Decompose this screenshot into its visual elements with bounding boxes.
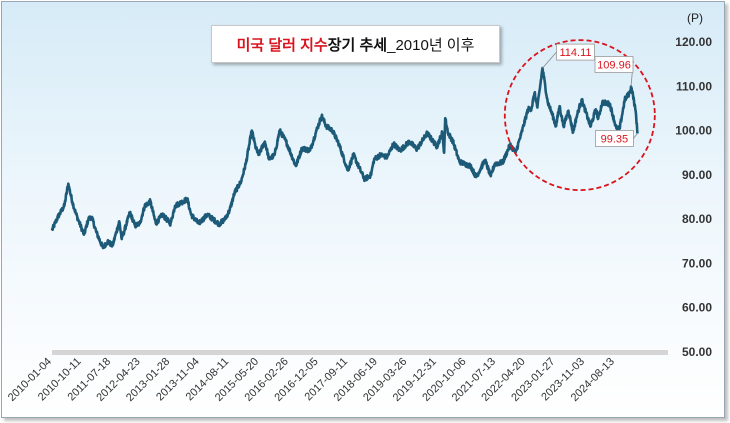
annotation-box xyxy=(594,56,634,73)
x-axis-baseline xyxy=(52,350,668,355)
series-line xyxy=(50,66,639,250)
annotation-box xyxy=(595,130,634,147)
annotation-callout: 99.35 xyxy=(595,130,638,147)
x-axis-band xyxy=(52,350,668,355)
y-tick-label: 110.00 xyxy=(676,79,712,93)
annotation-label: 114.11 xyxy=(559,47,591,59)
title-suffix: _2010년 이후 xyxy=(387,36,475,54)
y-tick-label: 120.00 xyxy=(675,35,712,49)
annotations-group: 114.11 109.96 99.35 xyxy=(542,43,638,147)
annotation-label: 99.35 xyxy=(601,134,629,146)
series-group xyxy=(50,66,639,250)
annotation-label: 109.96 xyxy=(597,60,631,72)
y-tick-label: 60.00 xyxy=(682,301,712,315)
annotation-callout: 114.11 xyxy=(542,43,595,69)
unit-label: (P) xyxy=(687,11,703,25)
y-tick-label: 50.00 xyxy=(682,345,712,359)
title-main: 미국 달러 지수 xyxy=(236,36,328,54)
annotation-callout: 109.96 xyxy=(594,56,634,87)
y-tick-label: 100.00 xyxy=(675,124,712,138)
y-axis: 120.00 110.00 100.00 90.00 80.00 70.00 60.00 50… xyxy=(675,35,712,359)
highlight-group xyxy=(503,39,656,191)
annotation-box xyxy=(556,43,595,61)
chart-title: 미국 달러 지수 장기 추세 _2010년 이후 xyxy=(211,25,500,63)
annotation-leader xyxy=(633,133,638,139)
annotation-leader xyxy=(542,51,557,69)
y-tick-label: 70.00 xyxy=(682,256,712,270)
y-tick-label: 80.00 xyxy=(682,212,712,226)
title-middle: 장기 추세 xyxy=(327,36,388,54)
x-axis: 2010-01-042010-10-112011-07-182012-04-23… xyxy=(6,356,617,404)
highlight-circle xyxy=(503,39,656,191)
y-tick-label: 90.00 xyxy=(682,168,712,182)
